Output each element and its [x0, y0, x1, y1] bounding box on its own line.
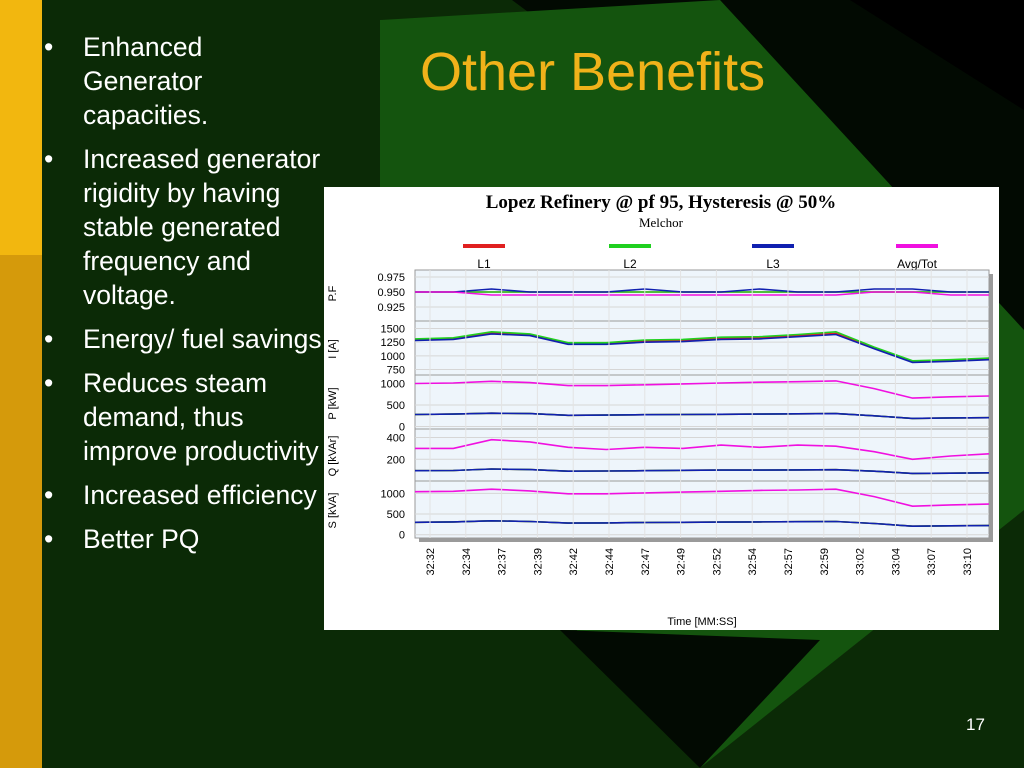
y-tick-label: 750	[387, 365, 405, 377]
slide-title: Other Benefits	[420, 42, 766, 102]
bullet-marker: •	[44, 324, 54, 354]
bullet-list: • Enhanced Generator capacities. • Increas…	[40, 30, 325, 566]
x-tick-label: 33:10	[962, 548, 974, 576]
x-tick-label: 32:49	[676, 548, 688, 576]
series-line	[415, 438, 990, 461]
bullet-item: • Enhanced Generator capacities.	[40, 30, 325, 132]
series-line	[414, 519, 990, 528]
y-tick-label: 0	[399, 530, 405, 542]
y-tick-label: 1250	[381, 337, 405, 349]
series-line	[414, 380, 990, 399]
bullet-text: Increased generator rigidity by having s…	[83, 144, 321, 310]
y-tick-label: 1500	[381, 323, 405, 335]
bullet-marker: •	[44, 144, 54, 174]
chart-subtitle: Melchor	[639, 215, 684, 230]
x-tick-label: 32:57	[783, 548, 795, 576]
x-tick-label: 32:59	[819, 548, 831, 576]
y-tick-label: 400	[387, 433, 405, 445]
series-line	[414, 488, 990, 508]
x-tick-label: 32:34	[461, 548, 473, 576]
legend-label: Avg/Tot	[897, 257, 937, 271]
bullet-marker: •	[44, 524, 54, 554]
bullet-text: Better PQ	[83, 524, 200, 554]
x-tick-label: 32:52	[711, 548, 723, 576]
legend-label: L3	[766, 257, 780, 271]
panel-axis-label: S [kVA]	[327, 493, 339, 529]
bullet-item: • Better PQ	[40, 522, 325, 556]
y-tick-label: 0.975	[377, 272, 405, 284]
panel-axis-label: P [kW]	[327, 387, 339, 419]
series-line	[414, 330, 990, 362]
y-tick-label: 500	[387, 509, 405, 521]
y-tick-label: 1000	[381, 351, 405, 363]
series-line	[414, 412, 990, 420]
series-line	[414, 333, 990, 364]
bullet-item: • Increased generator rigidity by having …	[40, 142, 325, 312]
legend-label: L1	[477, 257, 491, 271]
bullet-marker: •	[44, 32, 54, 62]
bullet-marker: •	[44, 480, 54, 510]
y-tick-label: 200	[387, 454, 405, 466]
x-tick-label: 32:39	[532, 548, 544, 576]
x-tick-label: 33:04	[890, 548, 902, 576]
bullet-text: Energy/ fuel savings	[83, 324, 322, 354]
x-tick-label: 32:54	[747, 548, 759, 576]
panel-axis-label: Q [kVAr]	[327, 436, 339, 477]
x-tick-label: 32:32	[425, 548, 437, 576]
x-tick-label: 33:07	[926, 548, 938, 576]
series-line	[414, 468, 990, 475]
legend-label: L2	[623, 257, 637, 271]
series-line	[415, 288, 989, 293]
x-tick-label: 33:02	[855, 548, 867, 576]
y-tick-label: 0	[399, 422, 405, 434]
bullet-text: Increased efficiency	[83, 480, 317, 510]
panel-axis-label: I [A]	[327, 339, 339, 359]
bullet-marker: •	[44, 368, 54, 398]
x-tick-label: 32:44	[604, 548, 616, 576]
x-axis-label: Time [MM:SS]	[667, 616, 736, 628]
x-tick-label: 32:42	[568, 548, 580, 576]
slide-number: 17	[966, 715, 985, 734]
series-line	[415, 291, 989, 296]
y-tick-label: 0.925	[377, 302, 405, 314]
panel-axis-label: P.F	[327, 285, 339, 301]
y-tick-label: 1000	[381, 488, 405, 500]
y-tick-label: 500	[387, 400, 405, 412]
bullet-text: Enhanced Generator capacities.	[83, 32, 209, 130]
y-tick-label: 1000	[381, 378, 405, 390]
y-tick-label: 0.950	[377, 287, 405, 299]
bullet-item: • Increased efficiency	[40, 478, 325, 512]
chart-svg: Lopez Refinery @ pf 95, Hysteresis @ 50%…	[327, 192, 993, 628]
chart-image: Lopez Refinery @ pf 95, Hysteresis @ 50%…	[324, 187, 999, 630]
chart-title: Lopez Refinery @ pf 95, Hysteresis @ 50%	[486, 192, 837, 213]
bullet-item: • Reduces steam demand, thus improve prod…	[40, 366, 325, 468]
x-tick-label: 32:47	[640, 548, 652, 576]
x-tick-label: 32:37	[497, 548, 509, 576]
bullet-text: Reduces steam demand, thus improve produ…	[83, 368, 319, 466]
bullet-item: • Energy/ fuel savings	[40, 322, 325, 356]
